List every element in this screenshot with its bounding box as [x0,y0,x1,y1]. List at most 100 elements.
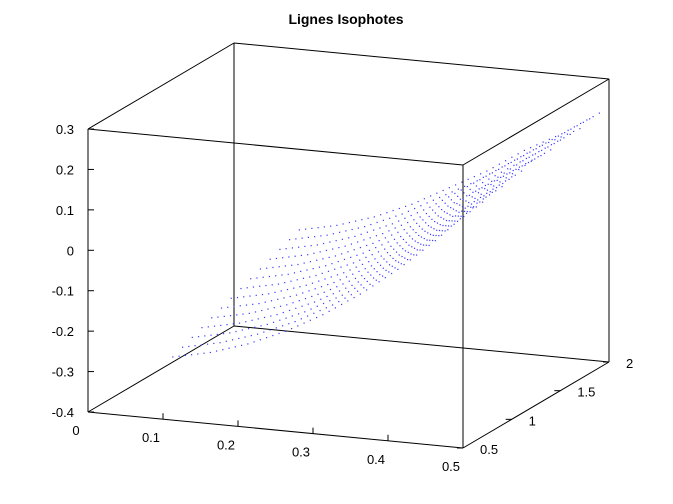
isophote-dot [492,167,494,169]
isophote-dot [191,336,193,339]
isophote-dot [334,307,336,309]
isophote-dot [436,192,438,194]
isophote-dot [210,334,212,336]
isophote-dot [291,264,293,266]
isophote-dot [573,130,575,133]
isophote-dot [276,314,278,316]
isophote-dot [445,219,448,222]
isophote-dot [316,244,318,246]
isophote-dot [320,298,322,300]
z-tick-label: -0.3 [52,365,74,380]
isophote-dot [379,273,381,276]
isophote-dot [311,227,313,229]
isophote-dot [374,258,376,260]
isophote-dot [418,234,420,237]
isophote-dot [447,229,449,231]
isophote-dot [440,234,443,236]
isophote-dot [232,323,234,325]
isophote-dot [463,210,466,212]
isophote-dot [497,176,499,178]
isophote-dot [225,340,227,342]
isophote-dot [345,230,347,232]
isophote-dot [359,293,361,295]
isophote-dot [446,212,448,214]
isophote-dot [325,307,327,309]
isophote-dot [470,183,472,185]
isophote-dot [336,224,338,226]
isophote-dot [223,315,225,317]
isophote-dot [432,199,434,201]
isophote-dot [228,347,230,349]
isophote-dot [412,229,414,231]
isophote-dot [429,206,431,208]
isophote-dot [489,191,491,193]
isophote-dot [487,183,489,185]
isophote-dot [366,231,368,233]
isophote-dot [518,168,520,171]
isophote-dot [300,270,302,273]
isophote-dot [411,246,413,248]
isophote-dot [309,261,312,263]
isophote-dot [504,165,506,167]
isophote-dot [231,339,234,341]
isophote-dot [384,248,386,250]
isophote-dot [455,210,457,212]
isophote-dot [377,251,380,253]
isophote-dot [511,156,513,158]
isophote-dot [236,296,239,299]
isophote-dot [335,240,337,242]
isophote-dot [418,225,421,227]
isophote-dot [522,160,524,162]
isophote-dot [459,198,462,200]
isophote-dot [310,308,312,310]
isophote-dot [240,344,243,346]
isophote-dot [353,296,355,299]
isophote-dot [513,164,515,166]
isophote-dot [514,174,516,176]
isophote-dot [270,300,273,302]
isophote-dot [560,136,562,138]
isophote-dot [474,197,476,200]
isophote-dot [553,142,555,145]
isophote-dot [343,258,346,261]
isophote-dot [423,237,425,240]
isophote-dot [386,252,389,254]
isophote-dot [409,226,412,228]
isophote-dot [489,173,491,175]
isophote-dot [369,283,371,285]
isophote-dot [402,238,405,241]
isophote-dot [444,202,446,204]
isophote-dot [459,218,461,220]
isophote-dot [334,255,337,257]
isophote-dot [507,163,509,165]
isophote-dot [434,212,437,214]
isophote-dot [269,329,271,331]
isophote-dot [211,317,213,319]
isophote-dot [540,155,542,157]
isophote-dot [259,268,262,270]
isophote-dot [401,255,403,258]
isophote-dot [429,233,432,236]
isophote-dot [543,152,546,154]
isophote-dot [343,272,345,274]
isophote-dot [564,132,566,134]
isophote-dot [502,175,505,177]
isophote-dot [491,172,493,174]
isophote-dot [303,322,305,324]
isophote-dot [313,312,315,314]
isophote-dot [351,284,353,287]
isophote-dot [398,220,400,222]
isophote-dot [414,207,416,210]
isophote-dot [190,354,193,356]
isophote-dot [406,232,408,234]
isophote-dot [229,332,231,334]
isophote-dot [251,319,253,321]
isophote-dot [397,268,399,271]
isophote-dot [238,337,240,340]
isophote-dot [516,164,518,166]
isophote-dot [288,309,291,312]
isophote-dot [451,220,453,222]
isophote-dot [307,254,309,256]
isophote-dot [557,140,559,142]
isophote-dot [532,149,534,151]
